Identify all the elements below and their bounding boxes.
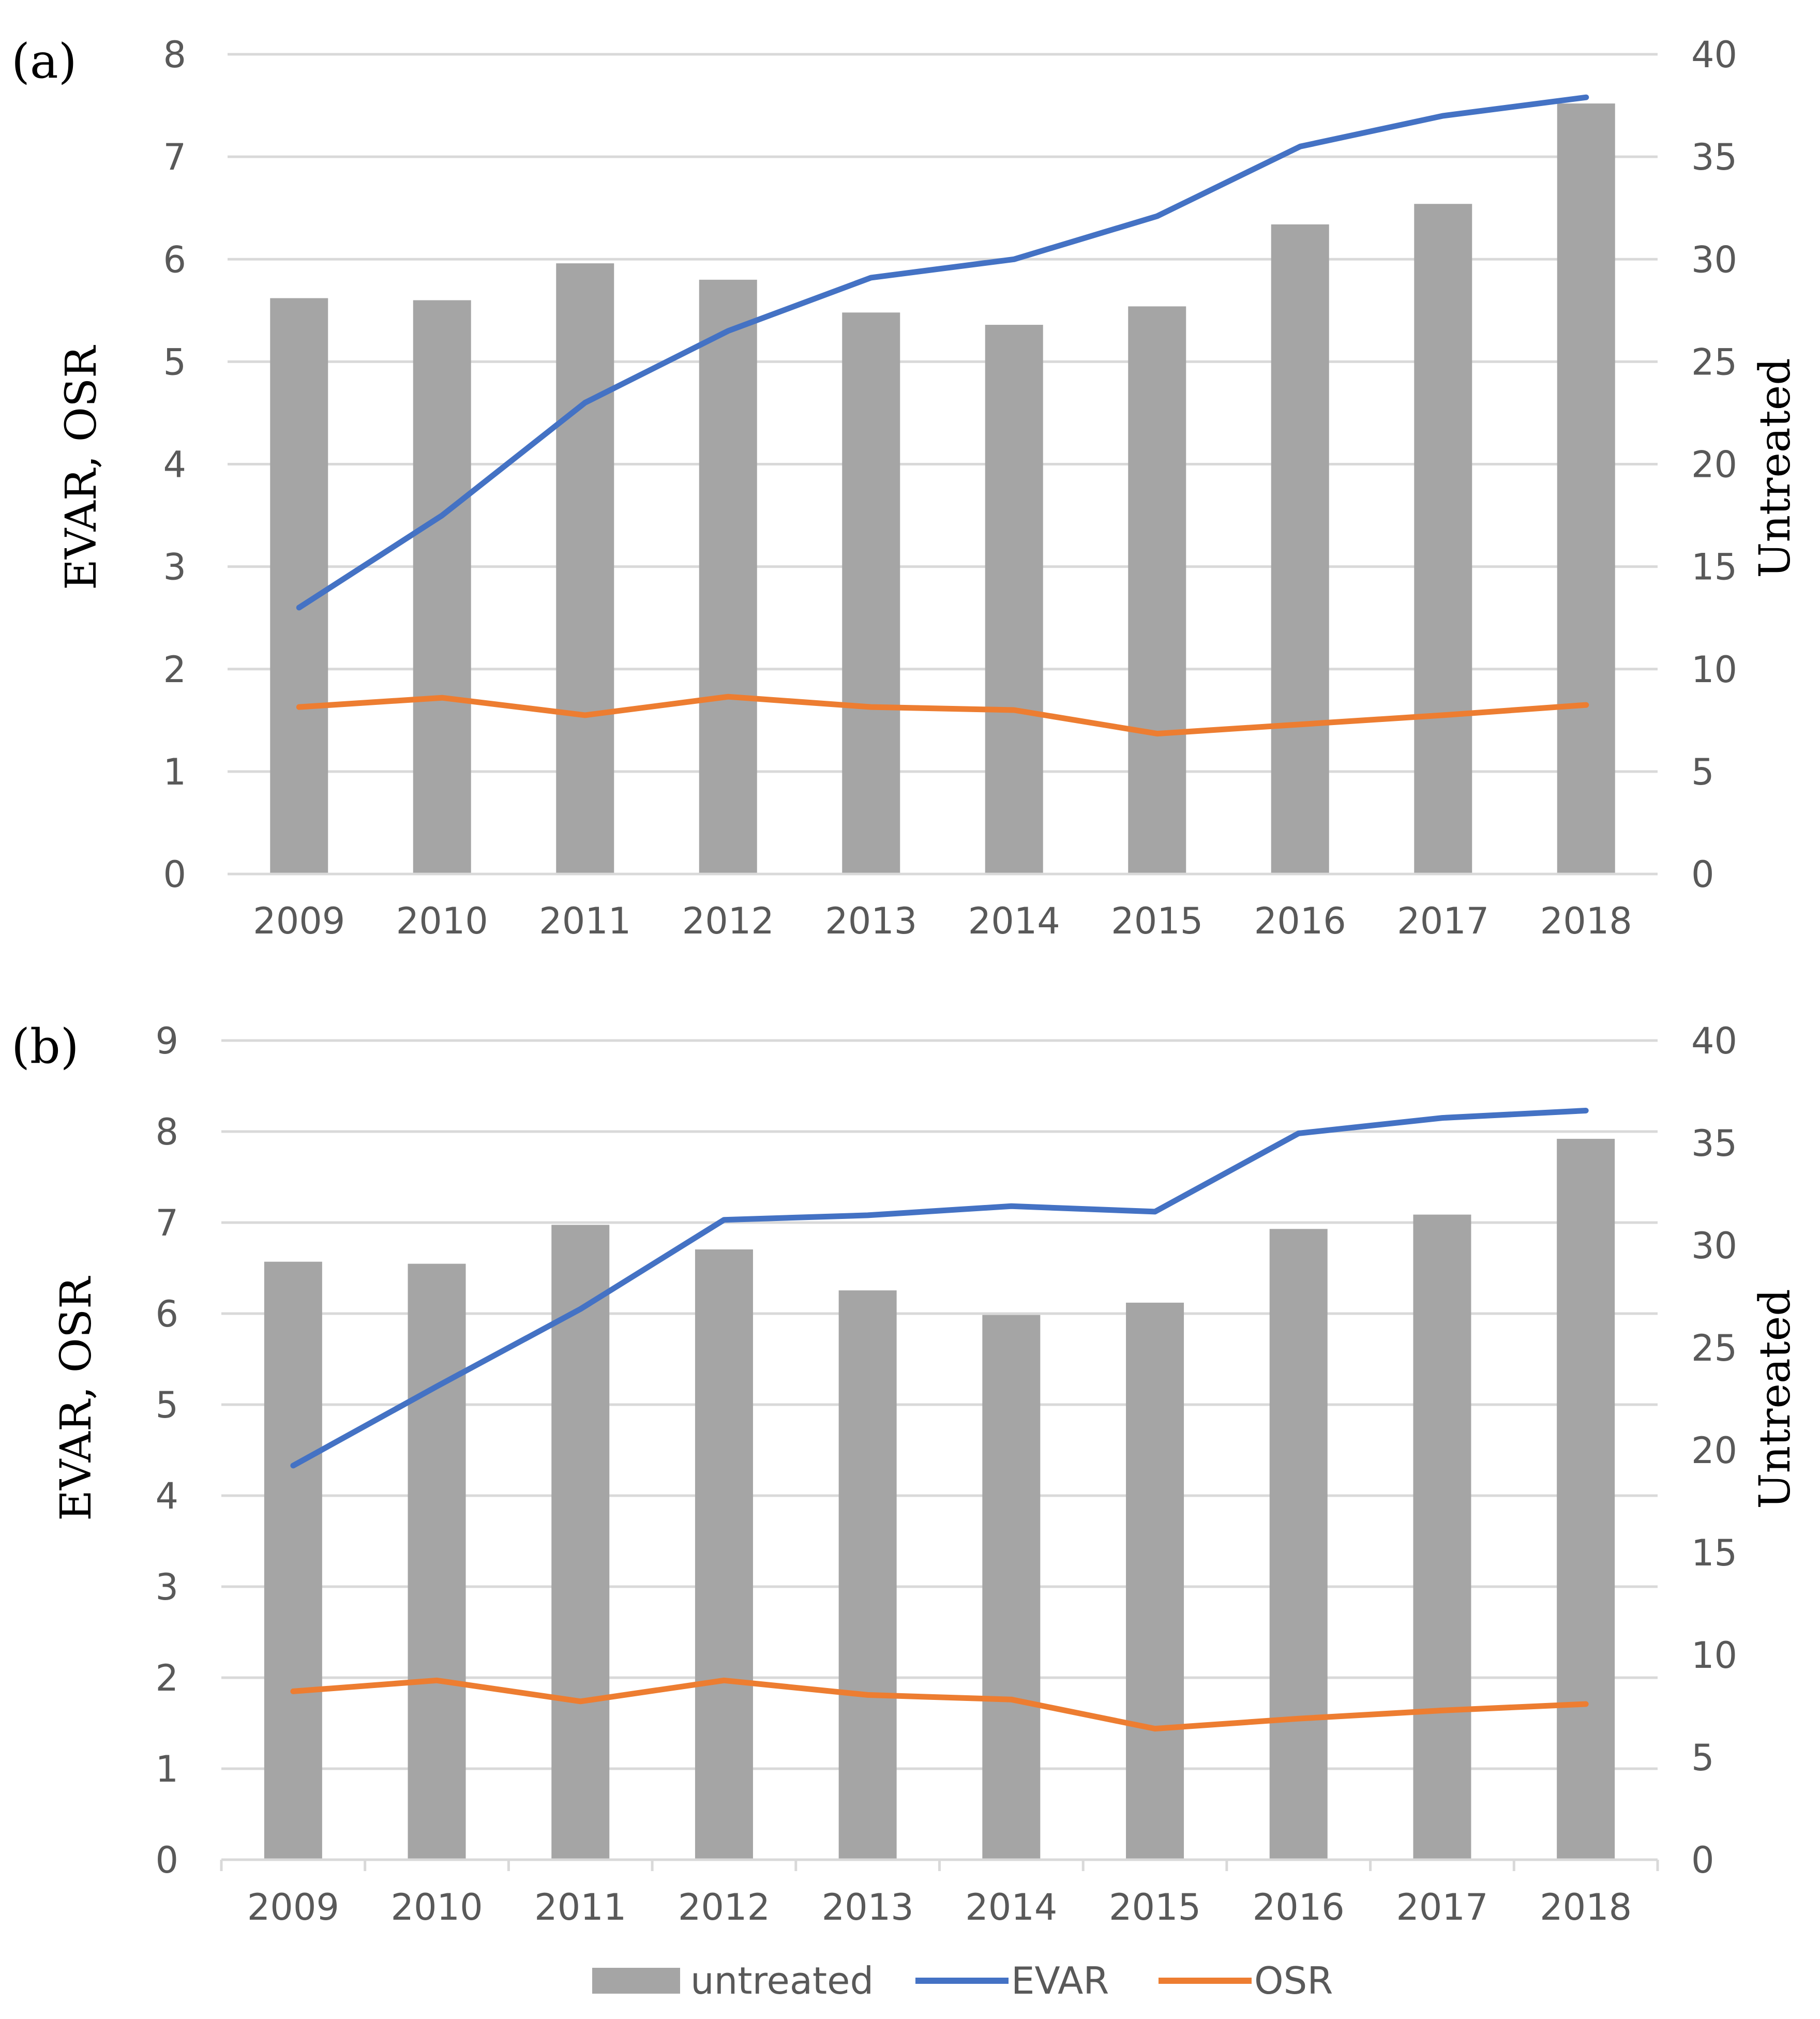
panel-b-right-tick-label: 25 xyxy=(1691,1327,1737,1369)
panel-b-left-tick-label: 9 xyxy=(155,1020,178,1062)
panel-a-right-axis-title: Untreated xyxy=(1751,358,1800,578)
panel-a-category-label: 2016 xyxy=(1254,900,1346,942)
panel-b-bar-2010 xyxy=(408,1263,466,1860)
panel-b-bar-2018 xyxy=(1557,1139,1615,1860)
panel-b-left-tick-label: 6 xyxy=(155,1293,178,1335)
panel-b-right-tick-label: 20 xyxy=(1691,1429,1737,1472)
panel-b-right-axis-title: Untreated xyxy=(1751,1289,1800,1509)
panel-a-left-tick-label: 7 xyxy=(163,136,186,178)
panel-b-right-tick-label: 15 xyxy=(1691,1532,1737,1574)
panel-a-right-tick-label: 35 xyxy=(1691,136,1737,178)
panel-b-category-label: 2009 xyxy=(247,1886,339,1928)
panel-b-category-label: 2010 xyxy=(390,1886,483,1928)
panel-a-right-tick-label: 5 xyxy=(1691,751,1714,793)
panel-a-right-tick-label: 10 xyxy=(1691,649,1737,691)
panel-a-left-tick-label: 8 xyxy=(163,34,186,76)
panel-a-bar-2017 xyxy=(1414,204,1472,875)
panel-b-left-tick-label: 2 xyxy=(155,1657,178,1699)
panel-b-left-axis-title: EVAR, OSR xyxy=(52,1276,101,1521)
legend: untreated EVAR OSR xyxy=(592,1959,1333,2002)
panel-b-right-tick-label: 30 xyxy=(1691,1225,1737,1267)
panel-a-bar-2013 xyxy=(842,312,900,874)
panel-a-category-label: 2013 xyxy=(825,900,917,942)
legend-osr-label: OSR xyxy=(1254,1959,1333,2002)
panel-a-left-tick-label: 5 xyxy=(163,341,186,383)
panel-b-right-tick-label: 35 xyxy=(1691,1122,1737,1165)
panel-a-right-tick-label: 40 xyxy=(1691,34,1737,76)
panel-a-category-label: 2017 xyxy=(1397,900,1489,942)
panel-b-category-label: 2014 xyxy=(965,1886,1057,1928)
panel-a-osr-line xyxy=(296,694,1589,737)
panel-a-left-tick-label: 2 xyxy=(163,649,186,691)
panel-a-bar-2015 xyxy=(1128,306,1186,875)
panel-b-evar-line xyxy=(290,1108,1589,1469)
panel-b-left-tick-label: 1 xyxy=(155,1748,178,1790)
panel-b-right-tick-label: 10 xyxy=(1691,1634,1737,1677)
panel-a-left-tick-label: 1 xyxy=(163,751,186,793)
panel-b-bar-2013 xyxy=(838,1290,897,1860)
panel-b-category-label: 2018 xyxy=(1540,1886,1632,1928)
panel-a-category-label: 2015 xyxy=(1111,900,1203,942)
panel-a-bar-2012 xyxy=(699,279,757,874)
panel-a-bar-2018 xyxy=(1557,103,1615,875)
panel-b-right-tick-label: 5 xyxy=(1691,1737,1714,1779)
panel-b-bar-2009 xyxy=(264,1261,322,1860)
panel-b-bar-2017 xyxy=(1413,1214,1471,1860)
panel-b-chart: 0 1 2 3 4 5 6 7 8 9 0 5 10 15 20 25 30 35 40 2009 2010 2011 20… xyxy=(11,1019,1800,1928)
panel-b-bar-2012 xyxy=(695,1249,753,1860)
panel-a-category-label: 2012 xyxy=(682,900,774,942)
panel-b-right-tick-label: 40 xyxy=(1691,1020,1737,1062)
panel-a-category-label: 2011 xyxy=(539,900,631,942)
panel-a-chart: 0 1 2 3 4 5 6 7 8 0 5 10 15 20 25 30 35 40 2009 2010 2011 201… xyxy=(11,34,1800,942)
panel-b-bar-2011 xyxy=(551,1225,610,1860)
panel-b-category-label: 2016 xyxy=(1253,1886,1345,1928)
panel-b-category-label: 2011 xyxy=(534,1886,626,1928)
panel-b-bar-2014 xyxy=(982,1315,1041,1860)
panel-a-right-tick-label: 0 xyxy=(1691,853,1714,896)
panel-b-left-tick-label: 7 xyxy=(155,1202,178,1244)
panel-b-left-tick-label: 5 xyxy=(155,1384,178,1426)
panel-a-category-label: 2010 xyxy=(396,900,488,942)
panel-b-left-tick-label: 8 xyxy=(155,1111,178,1153)
panel-a-bar-2010 xyxy=(413,300,471,874)
panel-a-bar-2016 xyxy=(1271,224,1329,875)
panel-b-bar-2015 xyxy=(1126,1302,1184,1860)
panel-b-right-tick-label: 0 xyxy=(1691,1839,1714,1881)
panel-a-bar-2014 xyxy=(985,325,1043,874)
legend-untreated-label: untreated xyxy=(690,1959,874,2002)
panel-b-left-tick-label: 0 xyxy=(155,1839,178,1881)
panel-a-category-label: 2018 xyxy=(1540,900,1632,942)
panel-a-right-tick-label: 20 xyxy=(1691,444,1737,486)
panel-a-bar-2011 xyxy=(556,263,614,874)
panel-a-right-tick-label: 25 xyxy=(1691,341,1737,383)
panel-b-category-label: 2015 xyxy=(1109,1886,1201,1928)
panel-a-right-tick-label: 15 xyxy=(1691,546,1737,589)
panel-a-left-tick-label: 6 xyxy=(163,238,186,281)
panel-a-left-tick-label: 4 xyxy=(163,444,186,486)
panel-b-label: (b) xyxy=(11,1019,79,1074)
panel-a-right-tick-label: 30 xyxy=(1691,238,1737,281)
panel-b-osr-line xyxy=(290,1677,1589,1732)
panel-b-left-tick-label: 4 xyxy=(155,1475,178,1517)
panel-a-left-tick-label: 0 xyxy=(163,853,186,896)
panel-a-label: (a) xyxy=(11,34,77,89)
panel-a-category-label: 2009 xyxy=(253,900,345,942)
panel-a-left-axis-title: EVAR, OSR xyxy=(57,345,106,590)
panel-b-left-tick-label: 3 xyxy=(155,1566,178,1608)
panel-a-bar-2009 xyxy=(270,298,328,874)
panel-b-category-label: 2017 xyxy=(1396,1886,1488,1928)
panel-b-category-label: 2013 xyxy=(822,1886,914,1928)
panel-b-bar-2016 xyxy=(1269,1229,1328,1860)
panel-b-category-label: 2012 xyxy=(678,1886,770,1928)
legend-untreated-swatch xyxy=(592,1968,680,1994)
panel-a-category-label: 2014 xyxy=(968,900,1060,942)
legend-evar-label: EVAR xyxy=(1011,1959,1109,2002)
panel-a-evar-line xyxy=(296,94,1589,611)
panel-a-left-tick-label: 3 xyxy=(163,546,186,589)
